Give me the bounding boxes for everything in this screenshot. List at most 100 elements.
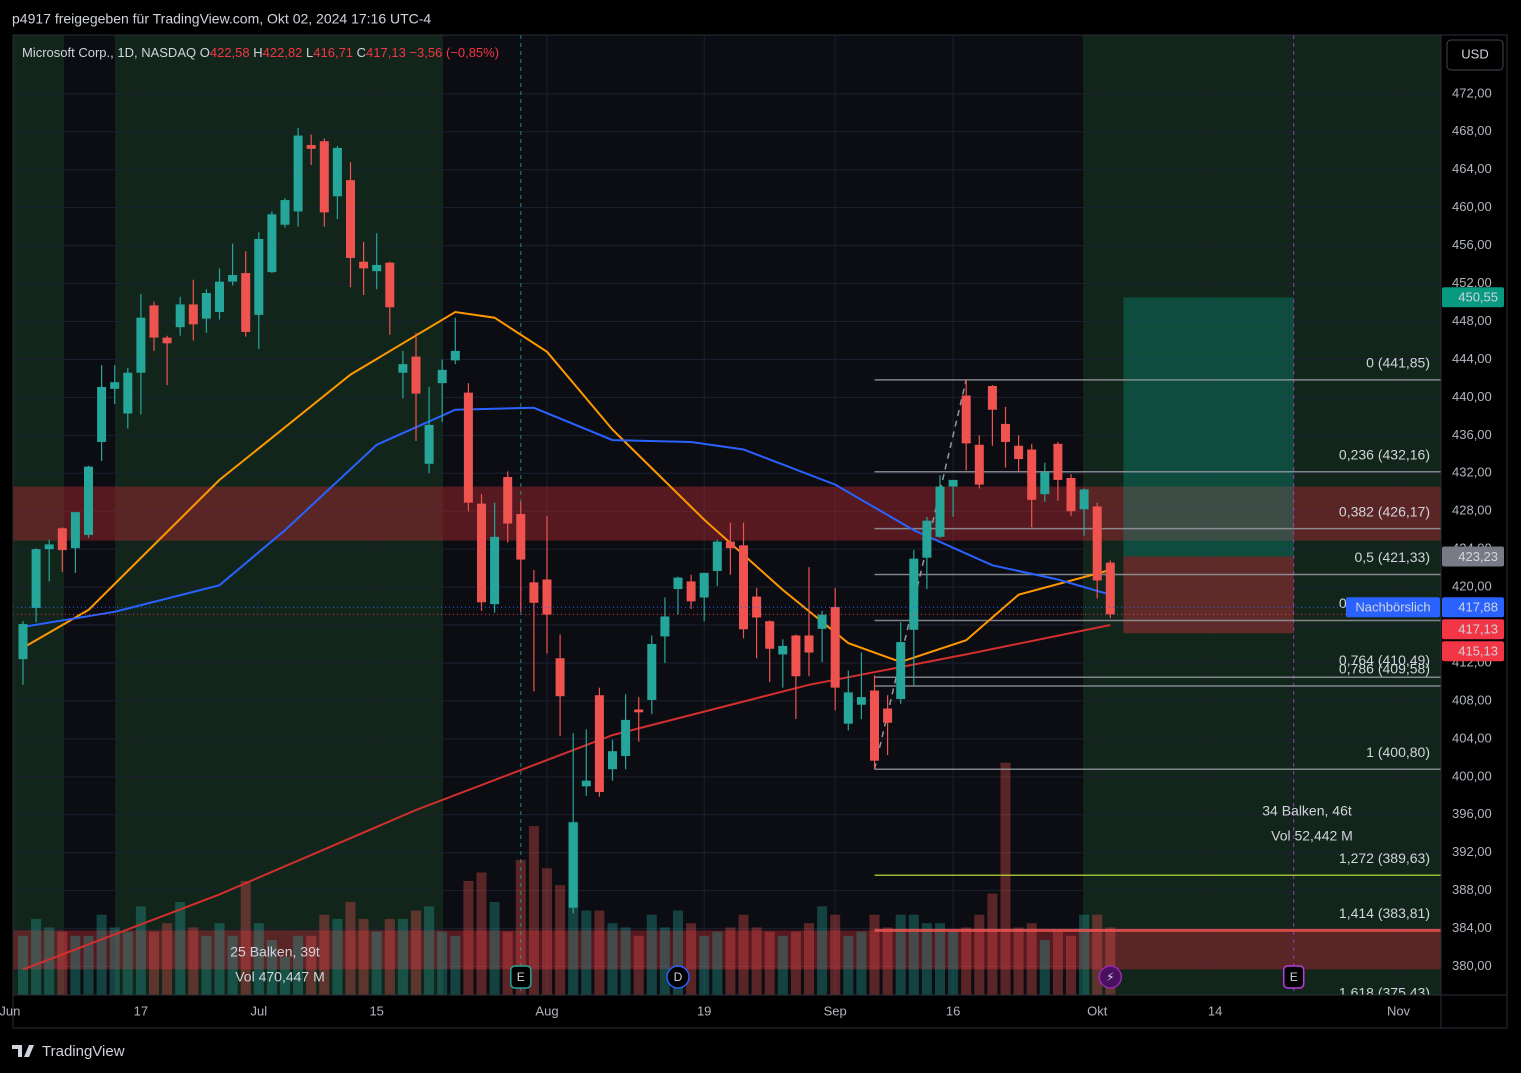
y-tick-label: 432,00 bbox=[1452, 465, 1492, 480]
y-tick-label: 452,00 bbox=[1452, 275, 1492, 290]
volume-bar bbox=[1066, 935, 1076, 995]
candle-body bbox=[817, 614, 827, 629]
volume-bar bbox=[607, 923, 618, 995]
logo-icon bbox=[12, 1045, 34, 1057]
volume-bar bbox=[686, 923, 697, 995]
fib-trend bbox=[873, 379, 967, 770]
candle-body bbox=[581, 780, 591, 787]
x-tick-label: Jul bbox=[250, 1003, 267, 1018]
volume-bar bbox=[502, 931, 513, 995]
candle-body bbox=[57, 528, 67, 551]
volume-bar bbox=[764, 931, 775, 995]
volume-bar bbox=[987, 893, 998, 995]
currency[interactable]: USD bbox=[1461, 46, 1488, 61]
candle-body bbox=[712, 541, 722, 571]
volume-bar bbox=[659, 927, 670, 995]
volume-bar bbox=[515, 859, 526, 995]
volume-bar bbox=[1079, 914, 1090, 995]
y-tick-label: 388,00 bbox=[1452, 882, 1492, 897]
x-tick-label: 14 bbox=[1208, 1003, 1222, 1018]
volume-bar bbox=[450, 935, 461, 995]
candle-body bbox=[830, 607, 840, 688]
event-label: E bbox=[1290, 970, 1298, 984]
legend: Microsoft Corp., 1D, NASDAQ O422,58 H422… bbox=[22, 45, 499, 60]
volume-bar bbox=[358, 918, 369, 995]
volume-bar bbox=[1013, 927, 1024, 995]
fib-label: 1 (400,80) bbox=[1366, 744, 1430, 760]
y-tick-label: 404,00 bbox=[1452, 730, 1492, 745]
candle-body bbox=[372, 264, 382, 272]
price-zone bbox=[13, 930, 1441, 970]
candle-body bbox=[542, 579, 552, 615]
event-marker bbox=[666, 965, 690, 989]
candle-body bbox=[529, 582, 539, 603]
y-tick-label: 464,00 bbox=[1452, 161, 1492, 176]
logo bbox=[12, 1045, 34, 1057]
candle-body bbox=[987, 385, 997, 410]
volume-bar bbox=[738, 914, 749, 995]
volume-bar bbox=[528, 826, 539, 995]
ohlc-key: L bbox=[306, 45, 313, 60]
volume-bar bbox=[712, 931, 723, 995]
event-marker bbox=[510, 965, 532, 989]
plot-layer: 0 (441,85) 0,236 (432,16) 0,382 (426,17) 0,… bbox=[13, 35, 1441, 1001]
candle-body bbox=[1105, 562, 1115, 615]
frame bbox=[12, 34, 1508, 1029]
price-tag-name-box bbox=[1346, 597, 1440, 618]
price-tag-name: Nachbörslich bbox=[1355, 600, 1430, 615]
candle-body bbox=[555, 658, 565, 697]
volume-bar bbox=[397, 918, 408, 995]
volume-bar bbox=[44, 927, 55, 995]
y-tick-label: 384,00 bbox=[1452, 920, 1492, 935]
candle-body bbox=[1066, 478, 1076, 512]
candle-body bbox=[791, 635, 801, 677]
event-marker bbox=[1098, 965, 1123, 989]
position-target bbox=[1123, 297, 1294, 557]
volume-bar bbox=[1092, 914, 1103, 995]
candle-body bbox=[332, 147, 342, 197]
volume-bar bbox=[542, 868, 552, 995]
candle-body bbox=[477, 503, 486, 603]
volume-bar bbox=[332, 918, 343, 995]
volume-bar bbox=[777, 935, 788, 995]
candle-body bbox=[1040, 472, 1050, 495]
candle-body bbox=[856, 697, 866, 705]
volume-bar bbox=[18, 935, 28, 995]
candle-body bbox=[883, 708, 893, 723]
volume-bar bbox=[437, 931, 448, 995]
fib-label: 0,236 (432,16) bbox=[1339, 446, 1430, 462]
price-tag-label: 417,88 bbox=[1458, 600, 1498, 615]
y-tick-label: 396,00 bbox=[1452, 806, 1492, 821]
candle-body bbox=[948, 479, 958, 487]
volume-bar bbox=[293, 935, 304, 995]
fib-label: 1,414 (383,81) bbox=[1339, 905, 1430, 921]
candle-body bbox=[974, 444, 984, 485]
footer-brand: TradingView bbox=[42, 1043, 125, 1060]
moving-average bbox=[22, 310, 1111, 664]
currency-button[interactable] bbox=[1446, 39, 1504, 71]
volume-bar bbox=[306, 935, 317, 995]
volume-bar bbox=[411, 910, 421, 995]
candle-body bbox=[280, 200, 290, 225]
volume-bar bbox=[882, 927, 893, 995]
candle-body bbox=[201, 293, 211, 319]
candle-body bbox=[568, 822, 578, 908]
fib-label: 0,382 (426,17) bbox=[1339, 503, 1430, 519]
fib-label: 1,618 (375,43) bbox=[1339, 985, 1430, 1001]
ohlc-key: O bbox=[200, 45, 210, 60]
candle-body bbox=[725, 541, 735, 549]
volume-bar bbox=[384, 918, 395, 995]
candle-body bbox=[909, 558, 919, 630]
volume-bar bbox=[804, 923, 814, 995]
candle-body bbox=[1014, 445, 1024, 460]
candle-body bbox=[752, 596, 762, 618]
measure-label: Vol 52,442 M bbox=[1271, 828, 1353, 844]
candle-body bbox=[660, 616, 670, 637]
measure-label: Vol 470,447 M bbox=[235, 969, 325, 985]
x-tick-label: Okt bbox=[1087, 1003, 1108, 1018]
volume-bar bbox=[319, 914, 330, 995]
y-tick-label: 444,00 bbox=[1452, 351, 1492, 366]
y-tick-label: 436,00 bbox=[1452, 427, 1492, 442]
y-tick-label: 400,00 bbox=[1452, 768, 1492, 783]
